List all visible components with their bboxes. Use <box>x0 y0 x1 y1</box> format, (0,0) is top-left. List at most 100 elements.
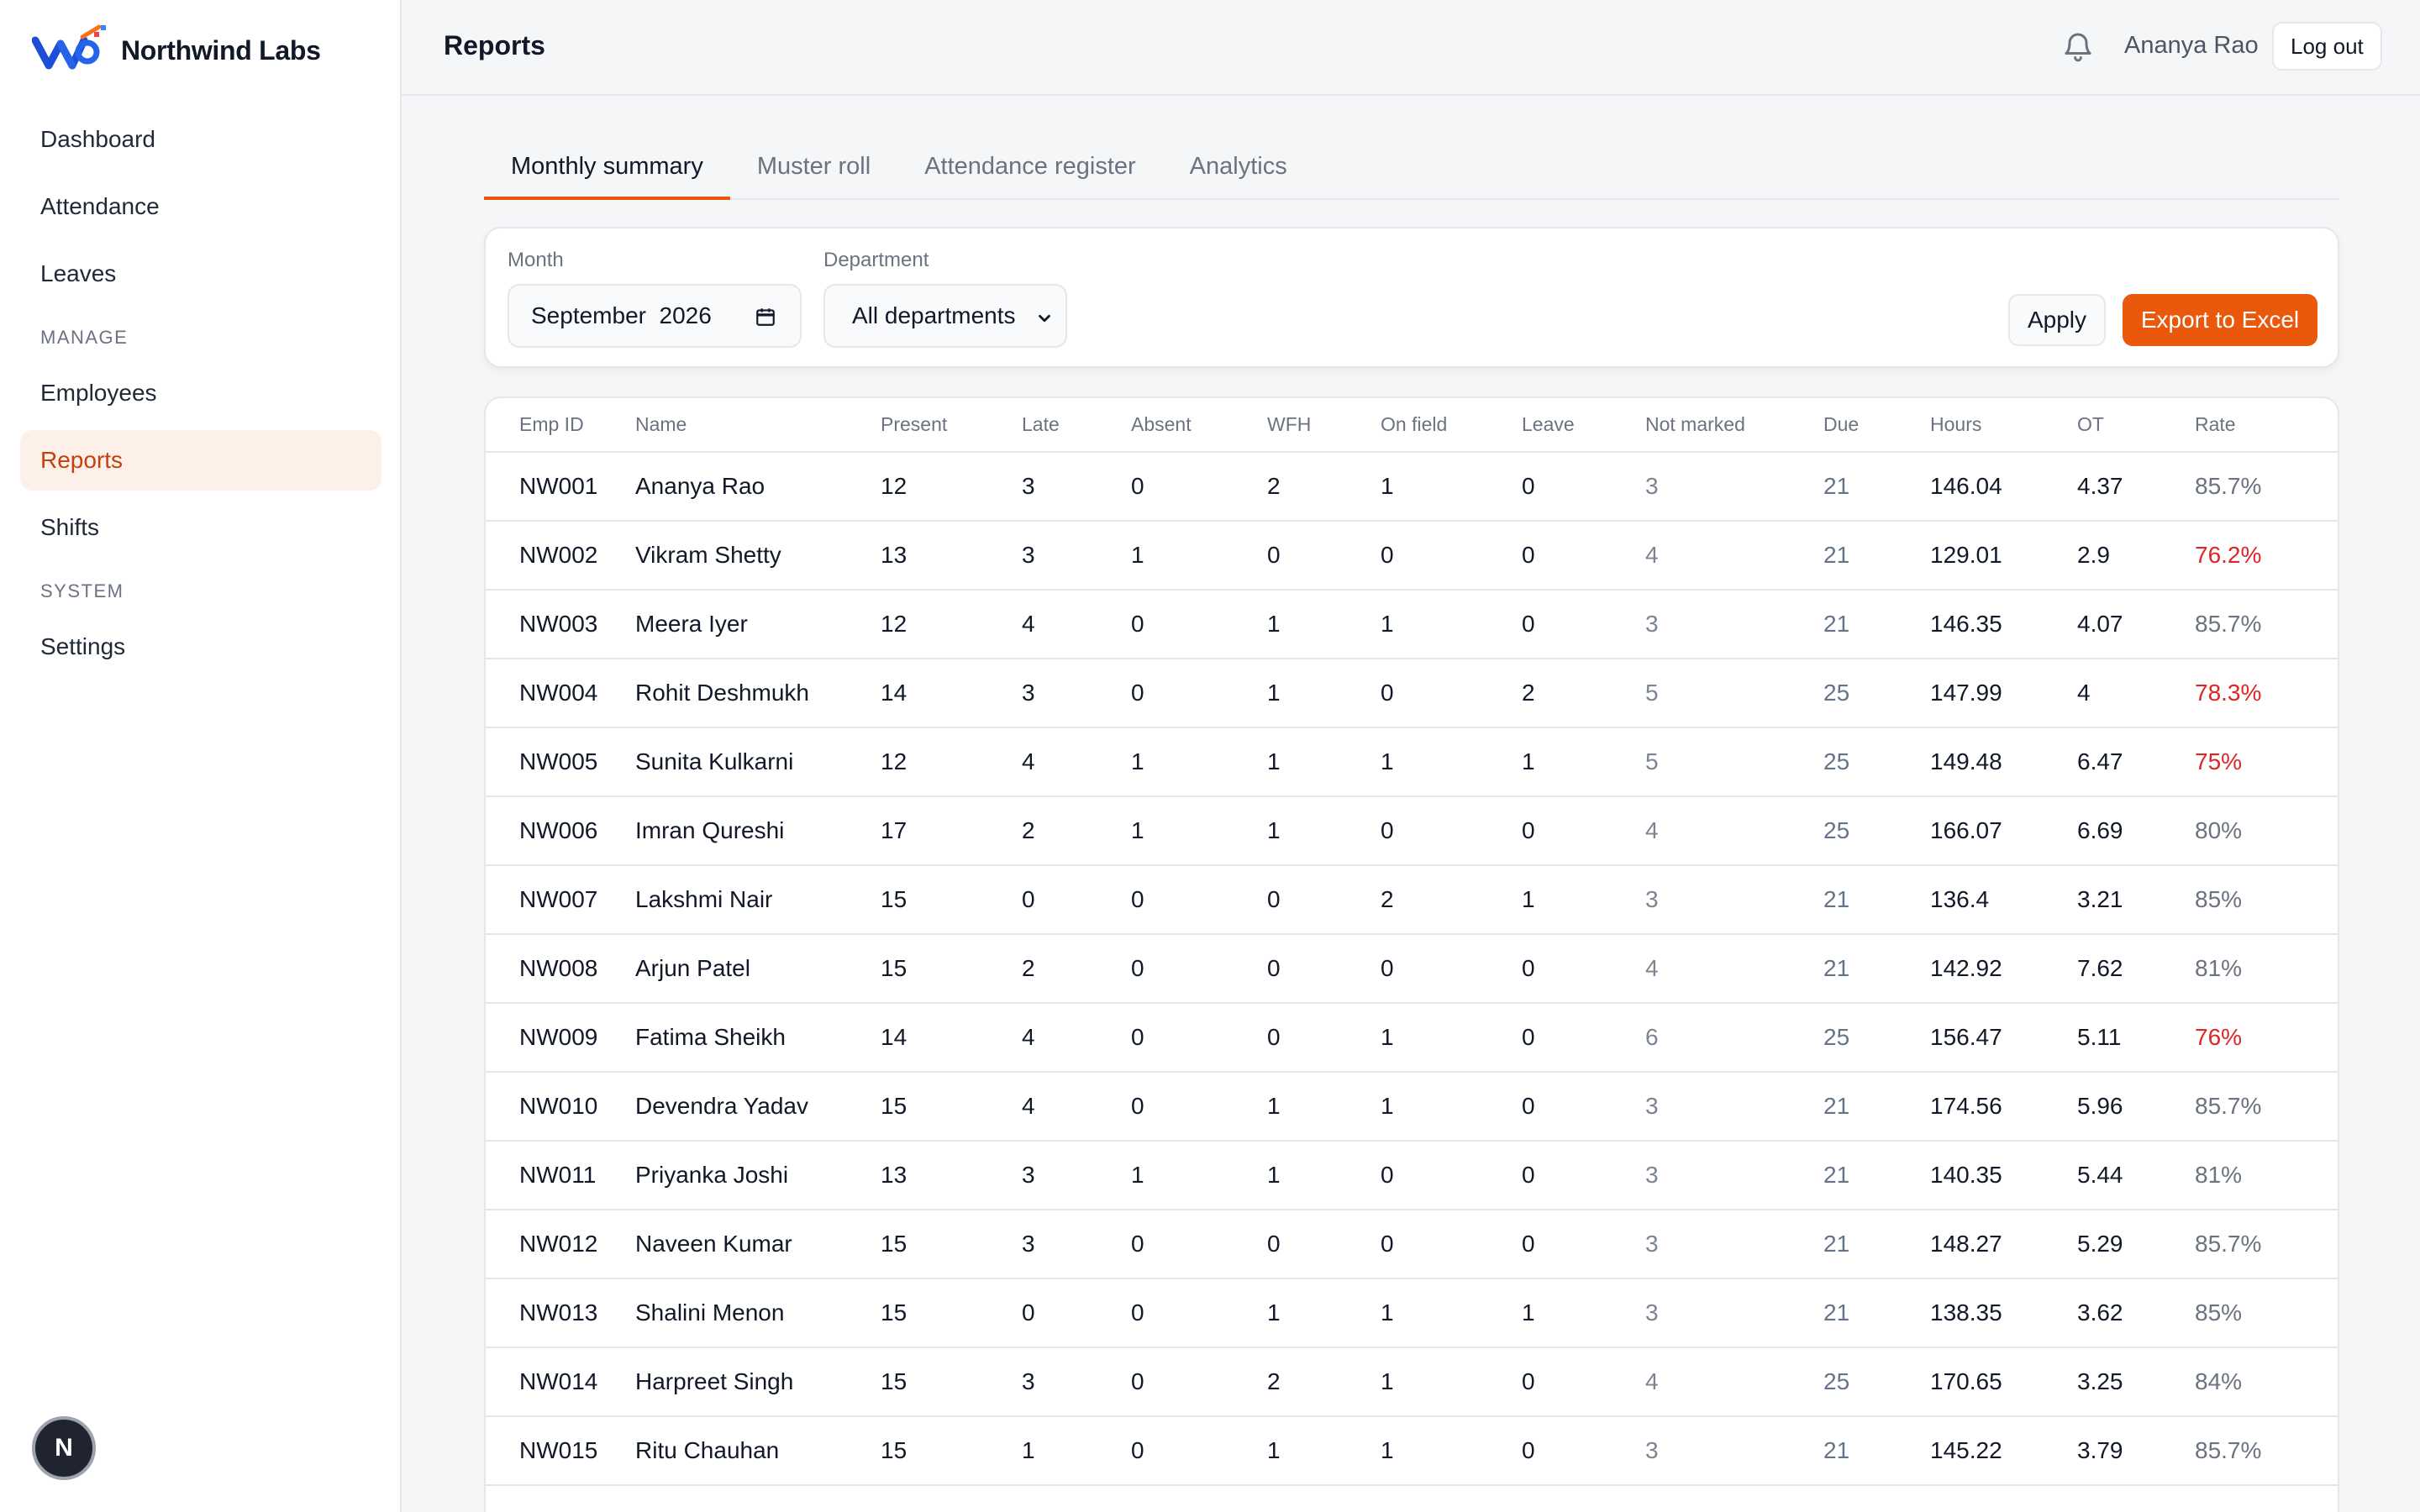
sidebar-section-system: SYSTEM <box>40 580 124 601</box>
cell-due: 21 <box>1823 452 1930 522</box>
calendar-icon[interactable] <box>755 306 776 328</box>
cell-emp-id: NW011 <box>486 1141 635 1210</box>
cell-name: Vikram Shetty <box>635 521 881 591</box>
cell-ot: 5.29 <box>2077 1210 2195 1279</box>
column-header: Leave <box>1522 398 1645 453</box>
cell-name: Arjun Patel <box>635 934 881 1004</box>
cell-ot: 5.44 <box>2077 1141 2195 1210</box>
table-row[interactable]: NW008 Arjun Patel 15 2 0 0 0 0 4 21 142.92 7.62 81% <box>486 934 2338 1004</box>
table-row[interactable]: NW010 Devendra Yadav 15 4 0 1 1 0 3 21 174.56 5.96 8… <box>486 1072 2338 1142</box>
cell-ot: 3.21 <box>2077 865 2195 935</box>
tab-analytics[interactable]: Analytics <box>1189 153 1287 180</box>
top-header: Reports Ananya Rao Log out <box>402 0 2420 96</box>
cell-due: 21 <box>1823 1210 1930 1279</box>
cell-due: 25 <box>1823 1003 1930 1073</box>
table-row[interactable]: NW011 Priyanka Joshi 13 3 1 1 0 0 3 21 140.35 5.44 8… <box>486 1141 2338 1210</box>
table-row[interactable]: NW009 Fatima Sheikh 14 4 0 0 1 0 6 25 156.47 5.11 76… <box>486 1003 2338 1073</box>
bell-icon[interactable] <box>2061 30 2095 64</box>
table-row[interactable]: NW003 Meera Iyer 12 4 0 1 1 0 3 21 146.35 4.07 85.7% <box>486 590 2338 659</box>
tab-muster-roll[interactable]: Muster roll <box>756 153 871 180</box>
column-header: Emp ID <box>486 398 635 453</box>
tab-monthly-summary[interactable]: Monthly summary <box>484 143 730 200</box>
column-header: WFH <box>1267 398 1381 453</box>
apply-button[interactable]: Apply <box>2008 294 2106 346</box>
sidebar-item-employees[interactable]: Employees <box>40 380 157 406</box>
sidebar-item-attendance[interactable]: Attendance <box>40 193 160 219</box>
cell-emp-id: NW005 <box>486 727 635 797</box>
table-row[interactable]: NW005 Sunita Kulkarni 12 4 1 1 1 1 5 25 149.48 6.47… <box>486 727 2338 797</box>
table-row[interactable]: NW004 Rohit Deshmukh 14 3 0 1 0 2 5 25 147.99 4 78.3… <box>486 659 2338 728</box>
export-to-excel-button[interactable]: Export to Excel <box>2123 294 2317 346</box>
cell-late: 4 <box>1022 1003 1131 1073</box>
cell-present: 15 <box>881 1072 1022 1142</box>
cell-rate: 85.7% <box>2195 452 2338 522</box>
table-row[interactable]: NW015 Ritu Chauhan 15 1 0 1 1 0 3 21 145.22 3.79 85.… <box>486 1416 2338 1486</box>
cell-rate: 85.7% <box>2195 1210 2338 1279</box>
cell-not-marked: 4 <box>1645 1347 1823 1417</box>
cell-wfh: 1 <box>1267 1416 1381 1486</box>
brand-logo-icon <box>32 24 106 70</box>
table-row[interactable]: NW001 Ananya Rao 12 3 0 2 1 0 3 21 146.04 4.37 85.7% <box>486 452 2338 522</box>
cell-hours: 146.04 <box>1930 452 2077 522</box>
logout-button[interactable]: Log out <box>2272 22 2382 71</box>
cell-late: 2 <box>1022 934 1131 1004</box>
column-header: Hours <box>1930 398 2077 453</box>
cell-on-field: 1 <box>1381 452 1522 522</box>
cell-due: 21 <box>1823 521 1930 591</box>
cell-wfh: 1 <box>1267 590 1381 659</box>
sidebar-item-reports[interactable]: Reports <box>20 430 381 491</box>
cell-rate: 85.7% <box>2195 590 2338 659</box>
cell-on-field: 1 <box>1381 1347 1522 1417</box>
cell-ot: 5.11 <box>2077 1003 2195 1073</box>
cell-absent: 0 <box>1131 934 1267 1004</box>
month-input[interactable]: September 2026 <box>508 284 802 348</box>
cell-on-field: 0 <box>1381 659 1522 728</box>
cell-not-marked: 3 <box>1645 452 1823 522</box>
table-row[interactable]: NW014 Harpreet Singh 15 3 0 2 1 0 4 25 170.65 3.25 8… <box>486 1347 2338 1417</box>
cell-absent: 1 <box>1131 1141 1267 1210</box>
cell-late: 1 <box>1022 1416 1131 1486</box>
cell-late: 4 <box>1022 590 1131 659</box>
cell-emp-id: NW004 <box>486 659 635 728</box>
cell-emp-id: NW014 <box>486 1347 635 1417</box>
chevron-down-icon <box>1039 314 1050 323</box>
sidebar-item-leaves[interactable]: Leaves <box>40 260 117 286</box>
cell-absent: 1 <box>1131 521 1267 591</box>
table-row[interactable]: NW012 Naveen Kumar 15 3 0 0 0 0 3 21 148.27 5.29 85.… <box>486 1210 2338 1279</box>
dev-tools-badge[interactable]: N <box>32 1416 96 1480</box>
table-row[interactable]: NW002 Vikram Shetty 13 3 1 0 0 0 4 21 129.01 2.9 76.… <box>486 521 2338 591</box>
cell-hours: 170.65 <box>1930 1347 2077 1417</box>
cell-name: Harpreet Singh <box>635 1347 881 1417</box>
cell-due: 21 <box>1823 590 1930 659</box>
cell-hours: 174.56 <box>1930 1072 2077 1142</box>
cell-ot: 3.25 <box>2077 1347 2195 1417</box>
cell-leave: 0 <box>1522 521 1645 591</box>
cell-hours: 136.4 <box>1930 865 2077 935</box>
table-row[interactable]: NW006 Imran Qureshi 17 2 1 1 0 0 4 25 166.07 6.69 80… <box>486 796 2338 866</box>
report-tabs: Monthly summary Muster roll Attendance r… <box>484 143 2339 200</box>
cell-hours: 138.35 <box>1930 1278 2077 1348</box>
cell-hours: 149.48 <box>1930 727 2077 797</box>
brand[interactable]: Northwind Labs <box>32 24 321 77</box>
sidebar-nav: Dashboard Attendance Leaves MANAGE Emplo… <box>20 109 381 684</box>
department-value: All departments <box>852 302 1016 328</box>
sidebar-item-dashboard[interactable]: Dashboard <box>40 126 155 152</box>
month-label: Month <box>508 249 564 271</box>
sidebar-item-settings[interactable]: Settings <box>40 633 126 659</box>
cell-on-field: 0 <box>1381 521 1522 591</box>
table-row[interactable]: NW013 Shalini Menon 15 0 0 1 1 1 3 21 138.35 3.62 85… <box>486 1278 2338 1348</box>
department-select[interactable]: All departments <box>823 284 1067 348</box>
cell-name: Sunita Kulkarni <box>635 727 881 797</box>
cell-late: 0 <box>1022 1278 1131 1348</box>
cell-name: Meera Iyer <box>635 590 881 659</box>
cell-wfh: 0 <box>1267 521 1381 591</box>
cell-not-marked: 4 <box>1645 521 1823 591</box>
cell-wfh: 1 <box>1267 1141 1381 1210</box>
filter-card: Month September 2026 Department All depa… <box>484 227 2339 368</box>
page-title: Reports <box>444 30 545 60</box>
cell-name: Shalini Menon <box>635 1278 881 1348</box>
tab-attendance-register[interactable]: Attendance register <box>924 153 1136 180</box>
table-row[interactable]: NW007 Lakshmi Nair 15 0 0 0 2 1 3 21 136.4 3.21 85% <box>486 865 2338 935</box>
sidebar-item-shifts[interactable]: Shifts <box>40 514 100 540</box>
cell-due: 25 <box>1823 727 1930 797</box>
